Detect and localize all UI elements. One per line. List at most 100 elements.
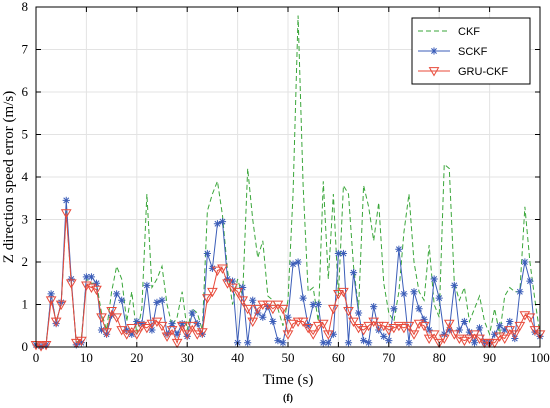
data-point xyxy=(196,328,208,338)
data-point xyxy=(267,304,279,315)
y-tick-label: 0 xyxy=(22,339,29,354)
data-point xyxy=(408,330,420,340)
data-point xyxy=(237,296,249,306)
data-point xyxy=(459,336,470,347)
data-point xyxy=(70,338,82,349)
series-ckf xyxy=(35,15,541,347)
data-point xyxy=(312,321,324,332)
data-point xyxy=(106,307,117,317)
data-point xyxy=(269,317,277,326)
data-point xyxy=(363,321,375,332)
legend-item: SCKF xyxy=(418,46,488,58)
data-point xyxy=(343,307,354,317)
data-point xyxy=(242,304,254,315)
legend: CKF SCKF GRU-CKF xyxy=(411,17,531,85)
data-point xyxy=(383,326,395,336)
data-point xyxy=(415,305,423,313)
data-point xyxy=(405,339,413,347)
data-point xyxy=(349,269,358,277)
y-tick-label: 1 xyxy=(22,297,29,312)
data-point xyxy=(60,209,72,219)
x-tick-label: 60 xyxy=(332,350,345,365)
x-tick-label: 10 xyxy=(80,350,93,365)
data-point xyxy=(521,258,529,266)
series-layer xyxy=(30,15,546,352)
data-point xyxy=(81,281,92,291)
legend-item: GRU-CKF xyxy=(418,66,508,78)
data-point xyxy=(146,319,158,330)
y-tick-label: 6 xyxy=(22,84,29,99)
data-point xyxy=(111,313,123,323)
data-point xyxy=(299,294,307,302)
data-point xyxy=(91,285,102,296)
legend-marker xyxy=(430,47,438,55)
data-point xyxy=(168,320,176,328)
data-point xyxy=(494,332,506,342)
data-point xyxy=(277,304,289,315)
data-point xyxy=(506,317,514,326)
data-point xyxy=(433,338,445,349)
data-point xyxy=(464,334,475,345)
y-tick-label: 2 xyxy=(22,254,29,269)
y-tick-label: 8 xyxy=(22,0,29,14)
data-point xyxy=(365,339,373,347)
data-point xyxy=(62,196,70,204)
data-point xyxy=(294,258,302,266)
data-point xyxy=(470,339,479,347)
data-point xyxy=(297,317,309,328)
data-point xyxy=(420,315,428,323)
data-point xyxy=(282,330,294,340)
x-tick-label: 40 xyxy=(231,350,244,365)
data-point xyxy=(475,324,484,332)
x-tick-label: 30 xyxy=(181,350,194,365)
data-point xyxy=(338,287,349,298)
data-point xyxy=(499,334,511,345)
y-axis-label: Z direction speed error (m/s) xyxy=(1,91,17,263)
data-point xyxy=(176,321,188,332)
data-point xyxy=(65,279,77,289)
series-gru-ckf xyxy=(30,209,546,352)
data-point xyxy=(247,317,259,328)
legend-item: CKF xyxy=(418,26,480,38)
data-point xyxy=(201,294,213,304)
data-point xyxy=(390,305,398,313)
x-tick-label: 90 xyxy=(483,350,496,365)
data-point xyxy=(101,328,112,338)
data-point xyxy=(86,283,97,294)
data-point xyxy=(156,321,168,332)
data-point xyxy=(232,287,243,298)
data-point xyxy=(207,287,218,298)
data-point xyxy=(339,249,348,258)
x-axis-label: Time (s) xyxy=(263,372,314,388)
data-point xyxy=(438,334,450,345)
x-tick-label: 70 xyxy=(382,350,395,365)
data-point xyxy=(136,321,148,332)
data-point xyxy=(327,304,339,315)
data-point xyxy=(302,324,314,334)
data-point xyxy=(388,324,400,334)
data-point xyxy=(425,326,433,334)
data-point xyxy=(181,330,193,340)
data-point xyxy=(496,322,504,330)
series-line xyxy=(35,15,541,347)
data-point xyxy=(410,288,418,296)
data-point xyxy=(395,245,403,253)
data-point xyxy=(460,317,468,326)
data-point xyxy=(443,319,455,330)
data-point xyxy=(333,290,344,300)
data-point xyxy=(126,324,138,334)
y-tick-label: 7 xyxy=(22,42,29,57)
data-point xyxy=(380,332,388,340)
data-point xyxy=(344,339,353,347)
data-point xyxy=(82,273,90,281)
axis-tick-labels: 0 10 20 30 40 50 60 70 80 90 100 0 1 2 3 4 5 6 7 8 xyxy=(22,0,550,365)
data-point xyxy=(40,341,52,351)
data-point xyxy=(358,326,369,336)
data-point xyxy=(353,324,364,334)
data-point xyxy=(212,266,223,277)
data-point xyxy=(244,339,252,347)
data-point xyxy=(45,296,57,306)
data-point xyxy=(249,296,257,304)
data-point xyxy=(171,338,183,349)
data-point xyxy=(324,339,332,347)
